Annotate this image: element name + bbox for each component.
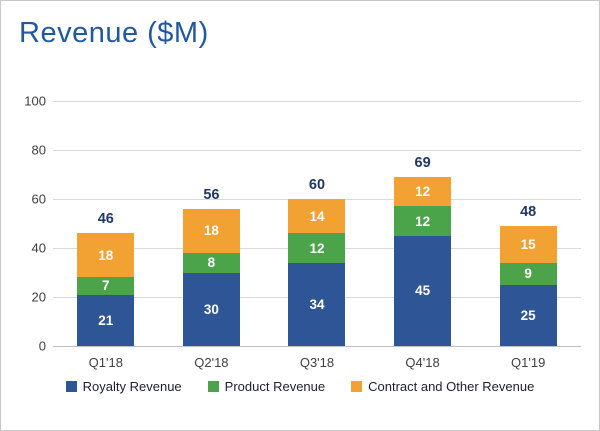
category-label-Q1'19: Q1'19	[511, 355, 546, 370]
bar-segment-product-revenue[interactable]: 12	[394, 206, 452, 236]
bar-segment-product-revenue[interactable]: 8	[182, 252, 240, 273]
bar-total-label: 48	[520, 203, 537, 220]
bar-segment-product-revenue[interactable]: 12	[288, 233, 346, 263]
bar-segment-royalty-revenue[interactable]: 34	[288, 262, 346, 346]
bar-group-Q3'18[interactable]: 34 12 14 60 Q3'18	[288, 177, 346, 370]
legend-label: Contract and Other Revenue	[368, 379, 535, 394]
chart-legend: Royalty Revenue Product Revenue Contract a…	[1, 379, 599, 394]
legend-item-contract-and-other-revenue[interactable]: Contract and Other Revenue	[351, 379, 534, 394]
bar-total-label: 46	[97, 211, 114, 228]
bar-total-label: 60	[308, 177, 326, 194]
bar-segment-contract-and-other-revenue[interactable]: 12	[394, 176, 452, 207]
bar-segment-royalty-revenue[interactable]: 30	[182, 272, 240, 346]
gridline-80	[53, 150, 581, 151]
category-label-Q4'18: Q4'18	[405, 355, 440, 370]
category-label-Q1'18: Q1'18	[88, 355, 123, 370]
category-label-Q3'18: Q3'18	[299, 355, 335, 370]
bar-total-label: 56	[203, 186, 220, 203]
bar-segment-product-revenue[interactable]: 9	[499, 262, 557, 285]
legend-swatch-icon	[351, 381, 363, 392]
bar-segment-royalty-revenue[interactable]: 21	[77, 294, 135, 346]
ytick-label-20: 20	[31, 289, 46, 305]
chart-title: Revenue ($M)	[19, 17, 209, 49]
legend-label: Royalty Revenue	[82, 379, 182, 394]
bar-segment-contract-and-other-revenue[interactable]: 15	[499, 225, 557, 263]
ytick-label-100: 100	[24, 93, 46, 109]
legend-item-royalty-revenue[interactable]: Royalty Revenue	[65, 379, 182, 394]
bar-total-label: 69	[414, 154, 431, 171]
bar-segment-product-revenue[interactable]: 7	[77, 277, 135, 295]
legend-item-product-revenue[interactable]: Product Revenue	[207, 379, 326, 394]
ytick-label-60: 60	[31, 191, 46, 207]
gridline-0	[53, 346, 581, 347]
bar-group-Q2'18[interactable]: 30 8 18 56 Q2'18	[182, 187, 240, 370]
category-label-Q2'18: Q2'18	[194, 355, 229, 370]
bar-group-Q1'18[interactable]: 21 7 18 46 Q1'18	[77, 211, 135, 370]
bar-group-Q4'18[interactable]: 45 12 12 69 Q4'18	[394, 155, 452, 370]
bar-segment-contract-and-other-revenue[interactable]: 14	[288, 199, 346, 234]
legend-swatch-icon	[65, 381, 77, 392]
bars-row: 21 7 18 46 Q1'18 30 8 18 56 Q2'18 34 12 14 60 Q3'18 45 1…	[53, 101, 581, 370]
legend-swatch-icon	[207, 381, 219, 392]
legend-label: Product Revenue	[224, 379, 326, 394]
bar-segment-royalty-revenue[interactable]: 45	[394, 235, 452, 346]
bar-segment-contract-and-other-revenue[interactable]: 18	[182, 208, 240, 253]
bar-group-Q1'19[interactable]: 25 9 15 48 Q1'19	[499, 204, 557, 370]
ytick-label-40: 40	[31, 240, 46, 256]
ytick-label-0: 0	[38, 338, 46, 354]
gridline-100	[53, 101, 581, 102]
ytick-label-80: 80	[31, 142, 46, 158]
bar-segment-contract-and-other-revenue[interactable]: 18	[77, 233, 135, 278]
plot-area: 0 20 40 60 80 100 21 7 18 46 Q1'18 30 8 18 56 Q2'18 34 1…	[24, 94, 581, 370]
bar-segment-royalty-revenue[interactable]: 25	[499, 284, 557, 346]
